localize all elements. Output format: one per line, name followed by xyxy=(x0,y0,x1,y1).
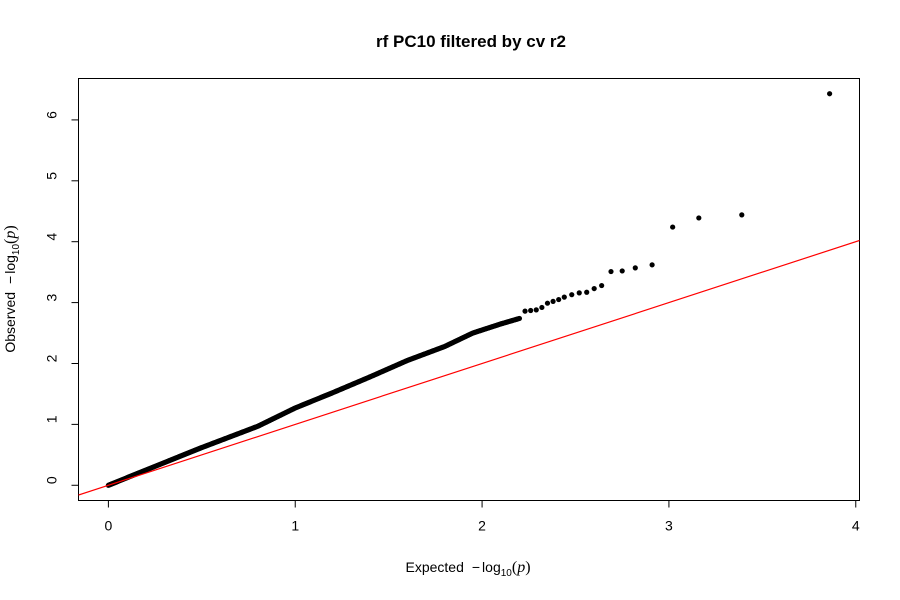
chart-title: rf PC10 filtered by cv r2 xyxy=(376,32,566,51)
data-point xyxy=(619,268,625,274)
x-axis-label: Expected − log10(p) xyxy=(405,559,530,579)
data-point xyxy=(550,298,556,304)
y-tick-label: 0 xyxy=(44,476,60,484)
x-tick-label: 1 xyxy=(291,518,299,534)
x-axis: 0 1 2 3 4 xyxy=(104,500,860,534)
x-tick-label: 3 xyxy=(665,518,673,534)
data-point xyxy=(544,300,551,306)
data-point xyxy=(696,215,702,221)
data-point xyxy=(556,296,562,303)
data-point xyxy=(591,285,597,292)
y-tick-label: 3 xyxy=(44,293,60,301)
data-point xyxy=(561,294,567,300)
y-axis: 0 1 2 3 4 5 6 xyxy=(44,111,79,486)
y-tick-label: 6 xyxy=(44,111,60,119)
data-point xyxy=(599,282,605,289)
reference-line-group xyxy=(78,239,860,496)
data-point xyxy=(632,265,638,271)
data-point xyxy=(528,307,534,314)
data-point xyxy=(827,91,833,97)
y-tick-label: 4 xyxy=(44,233,60,241)
x-tick-label: 2 xyxy=(478,518,486,534)
data-point xyxy=(522,308,528,314)
y-tick-label: 1 xyxy=(44,415,60,423)
x-tick-label: 0 xyxy=(104,518,112,534)
data-point xyxy=(516,315,523,322)
y-tick-label: 5 xyxy=(44,172,60,180)
data-point xyxy=(584,289,590,295)
reference-line xyxy=(78,239,860,496)
y-axis-label: Observed−log10(p) xyxy=(2,225,22,352)
x-tick-label: 4 xyxy=(852,518,860,534)
data-point xyxy=(576,290,582,296)
data-point xyxy=(739,212,745,218)
data-point xyxy=(569,292,575,298)
data-point xyxy=(539,304,545,311)
data-points xyxy=(105,91,833,488)
y-tick-label: 2 xyxy=(44,354,60,362)
data-point xyxy=(670,224,676,230)
plot-frame xyxy=(78,78,860,501)
data-point xyxy=(649,262,655,268)
data-point xyxy=(608,268,614,275)
data-point xyxy=(533,307,539,313)
